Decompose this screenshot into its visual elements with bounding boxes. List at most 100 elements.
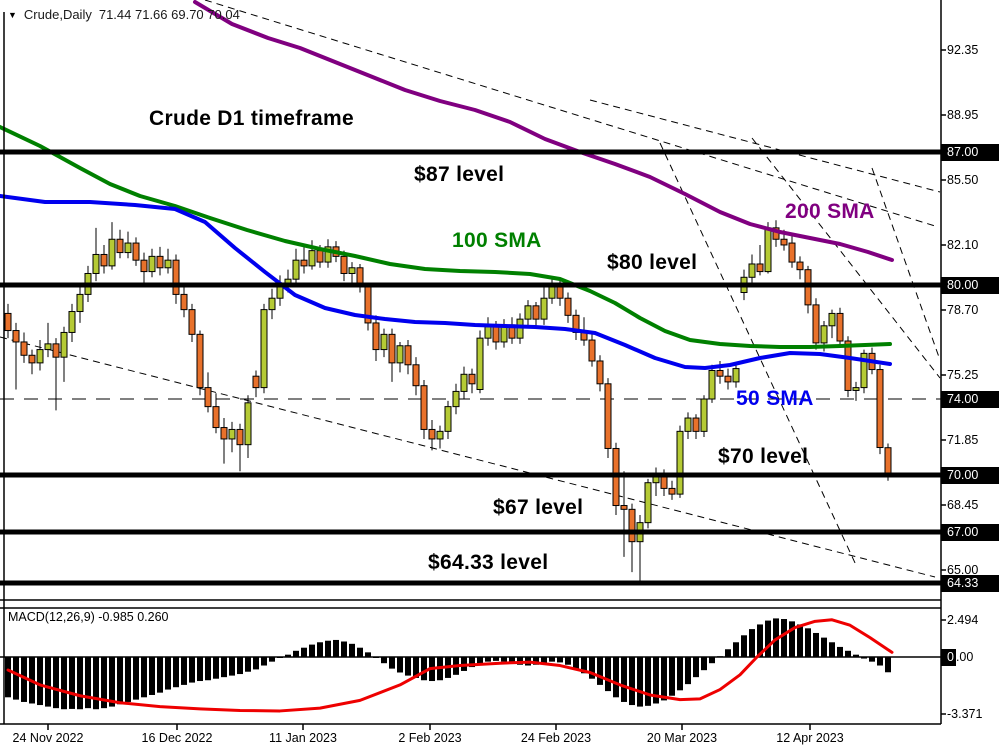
macd-histogram-bar <box>365 652 371 657</box>
macd-histogram-bar <box>789 621 795 657</box>
macd-indicator-label: MACD(12,26,9) -0.985 0.260 <box>8 610 169 624</box>
candle-body <box>324 246 332 263</box>
macd-histogram-bar <box>253 657 259 670</box>
macd-histogram-bar <box>349 643 355 657</box>
macd-histogram-bar <box>613 657 619 698</box>
price-label-92.35: 92.35 <box>947 43 979 57</box>
annotation-100-sma: 100 SMA <box>452 229 542 252</box>
annotation--80-level: $80 level <box>607 251 698 274</box>
macd-histogram-bar <box>837 646 843 657</box>
annotation-crude-d1-timeframe: Crude D1 timeframe <box>149 107 354 130</box>
macd-histogram-bar <box>213 657 219 679</box>
price-label-0.00: 0.00 <box>941 649 973 666</box>
candle-body <box>708 369 716 400</box>
candle-body <box>236 428 244 446</box>
macd-histogram-bar <box>845 650 851 657</box>
macd-histogram-bar <box>885 657 891 673</box>
candle-body <box>436 430 444 440</box>
candle-body <box>60 331 68 358</box>
candle-body <box>316 250 324 263</box>
macd-histogram-bar <box>701 657 707 671</box>
candle-body <box>260 309 268 389</box>
candle-body <box>564 297 572 316</box>
annotation-50-sma: 50 SMA <box>736 387 814 410</box>
macd-histogram-bar <box>189 657 195 683</box>
date-label: 12 Apr 2023 <box>776 731 844 745</box>
macd-histogram-bar <box>757 624 763 657</box>
candle-body <box>396 345 404 364</box>
collapse-triangle-icon[interactable]: ▼ <box>8 9 17 20</box>
candle-body <box>124 242 132 254</box>
macd-histogram-bar <box>381 657 387 664</box>
date-label: 16 Dec 2022 <box>141 731 213 745</box>
macd-histogram-bar <box>733 642 739 657</box>
macd-histogram-bar <box>549 657 555 662</box>
macd-histogram-bar <box>93 657 99 710</box>
macd-histogram-bar <box>293 650 299 657</box>
macd-histogram-bar <box>493 657 499 661</box>
macd-histogram-bar <box>317 642 323 657</box>
sma100-line <box>0 125 892 349</box>
candle-body <box>252 375 260 389</box>
macd-histogram-bar <box>541 657 547 664</box>
macd-histogram-bar <box>245 657 251 672</box>
macd-histogram-bar <box>405 657 411 676</box>
candle-body <box>732 368 740 383</box>
candle-body <box>532 305 540 320</box>
macd-histogram-bar <box>45 657 51 707</box>
price-label-75.25: 75.25 <box>947 368 979 382</box>
candle-body <box>628 508 636 543</box>
macd-histogram-bar <box>85 657 91 709</box>
macd-histogram-bar <box>357 647 363 657</box>
macd-histogram-bar <box>21 657 27 702</box>
candle-body <box>148 255 156 273</box>
price-label--3.371: -3.371 <box>947 707 983 721</box>
macd-histogram-bar <box>309 644 315 657</box>
candle-body <box>380 333 388 351</box>
candle-body <box>44 343 52 351</box>
candle-body <box>164 259 172 269</box>
macd-histogram-bar <box>637 657 643 707</box>
macd-histogram-bar <box>181 657 187 685</box>
macd-histogram-bar <box>509 657 515 664</box>
macd-histogram-bar <box>53 657 59 709</box>
annotation--67-level: $67 level <box>493 496 584 519</box>
price-label-74.00: 74.00 <box>941 391 999 408</box>
candle-body <box>92 253 100 274</box>
macd-histogram-bar <box>661 657 667 701</box>
trendline <box>589 99 941 193</box>
sma200-line <box>193 0 894 262</box>
sma50-line <box>0 194 892 370</box>
macd-histogram-bar <box>829 642 835 657</box>
candle-body <box>292 259 300 280</box>
macd-histogram-bar <box>221 657 227 678</box>
candle-body <box>156 255 164 269</box>
macd-histogram-bar <box>301 647 307 657</box>
candle-body <box>188 309 196 335</box>
candle-body <box>28 354 36 364</box>
macd-histogram-bar <box>237 657 243 675</box>
candle-body <box>300 259 308 267</box>
macd-histogram-bar <box>197 657 203 682</box>
macd-histogram-bar <box>725 649 731 657</box>
trendline <box>751 137 941 379</box>
price-label-64.33: 64.33 <box>941 575 999 592</box>
macd-histogram-bar <box>325 640 331 657</box>
date-label: 11 Jan 2023 <box>269 731 337 745</box>
candle-body <box>620 505 628 510</box>
candle-body <box>284 278 292 284</box>
candle-body <box>172 259 180 295</box>
candle-body <box>788 242 796 263</box>
macd-histogram-bar <box>877 657 883 666</box>
macd-histogram-bar <box>485 657 491 662</box>
candle-body <box>844 340 852 391</box>
macd-histogram-bar <box>133 657 139 700</box>
macd-histogram-bar <box>765 620 771 657</box>
macd-histogram-bar <box>709 657 715 664</box>
macd-histogram-bar <box>565 657 571 665</box>
candle-body <box>404 345 412 366</box>
candle-body <box>780 238 788 246</box>
candle-body <box>452 390 460 408</box>
candle-body <box>20 341 28 356</box>
